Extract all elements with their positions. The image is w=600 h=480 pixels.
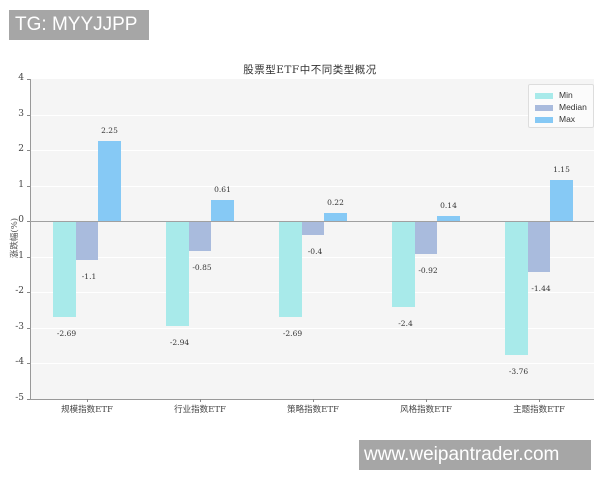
y-tick-mark <box>27 186 30 187</box>
value-label: -2.69 <box>56 328 77 338</box>
bar-min <box>279 221 302 317</box>
y-tick-mark <box>27 79 30 80</box>
x-category-label: 风格指数ETF <box>400 405 452 415</box>
bar-median <box>414 221 438 254</box>
x-tick-mark <box>313 399 314 402</box>
value-label: -1.1 <box>81 272 97 282</box>
watermark-top: TG: MYYJJPP <box>9 10 149 40</box>
y-axis-label: 涨跌幅(%) <box>10 217 20 259</box>
bar-min <box>505 221 528 355</box>
bar-min <box>166 221 189 326</box>
legend: Min Median Max <box>528 84 594 128</box>
bar-median <box>527 221 551 273</box>
value-label: -2.4 <box>398 318 413 328</box>
y-tick-mark <box>27 292 30 293</box>
bar-median <box>301 221 325 236</box>
bar-max <box>437 216 460 222</box>
y-tick-label: -2 <box>15 286 24 296</box>
watermark-bottom: www.weipantrader.com <box>359 440 591 470</box>
value-label: 2.25 <box>101 126 118 136</box>
y-tick-label: 4 <box>18 73 24 83</box>
x-tick-mark <box>539 399 540 402</box>
x-tick-mark <box>87 399 88 402</box>
bar-max <box>324 213 347 222</box>
bar-max <box>98 141 121 222</box>
gridline <box>31 292 594 293</box>
value-label: -2.69 <box>282 328 303 338</box>
gridline <box>31 328 594 329</box>
value-label: -0.92 <box>418 265 438 275</box>
y-tick-mark <box>27 399 30 400</box>
legend-label-max: Max <box>559 114 576 124</box>
legend-swatch-median <box>535 105 553 111</box>
y-tick-label: -5 <box>15 393 24 403</box>
bar-max <box>211 199 234 222</box>
bar-max <box>550 180 573 222</box>
gridline <box>31 150 594 151</box>
value-label: 0.22 <box>327 198 344 208</box>
x-category-label: 行业指数ETF <box>174 405 226 415</box>
gridline <box>31 186 594 187</box>
y-tick-label: 3 <box>18 109 24 119</box>
value-label: -0.4 <box>307 247 323 257</box>
y-tick-label: 1 <box>18 180 24 190</box>
gridline <box>31 257 594 258</box>
zero-line <box>30 221 594 222</box>
y-tick-label: -3 <box>15 322 24 332</box>
value-label: -0.85 <box>192 263 212 273</box>
value-label: 0.14 <box>440 201 457 211</box>
x-category-label: 规模指数ETF <box>61 405 113 415</box>
value-label: -3.76 <box>508 366 529 376</box>
y-tick-mark <box>27 363 30 364</box>
y-tick-mark <box>27 257 30 258</box>
y-tick-mark <box>27 221 30 222</box>
x-axis <box>30 399 594 400</box>
bar-median <box>188 221 212 252</box>
y-tick-label: 2 <box>18 144 24 154</box>
y-tick-mark <box>27 115 30 116</box>
y-tick-label: -4 <box>15 357 24 367</box>
x-tick-mark <box>426 399 427 402</box>
y-tick-mark <box>27 328 30 329</box>
bar-median <box>75 221 99 261</box>
value-label: -1.44 <box>531 284 551 294</box>
bar-min <box>392 221 415 307</box>
legend-label-min: Min <box>559 90 573 100</box>
y-tick-label: 0 <box>18 215 24 225</box>
y-tick-label: -1 <box>15 251 24 261</box>
legend-swatch-min <box>535 93 553 99</box>
x-tick-mark <box>200 399 201 402</box>
x-category-label: 策略指数ETF <box>287 405 339 415</box>
legend-swatch-max <box>535 117 553 123</box>
plot-area <box>30 79 594 399</box>
gridline <box>31 115 594 116</box>
value-label: -2.94 <box>169 337 190 347</box>
y-axis <box>30 79 31 399</box>
x-category-label: 主题指数ETF <box>513 405 565 415</box>
value-label: 0.61 <box>214 184 231 194</box>
chart-title: 股票型ETF中不同类型概况 <box>243 64 377 76</box>
gridline <box>31 363 594 364</box>
value-label: 1.15 <box>553 165 570 175</box>
bar-min <box>53 221 76 317</box>
legend-label-median: Median <box>559 102 587 112</box>
y-tick-mark <box>27 150 30 151</box>
